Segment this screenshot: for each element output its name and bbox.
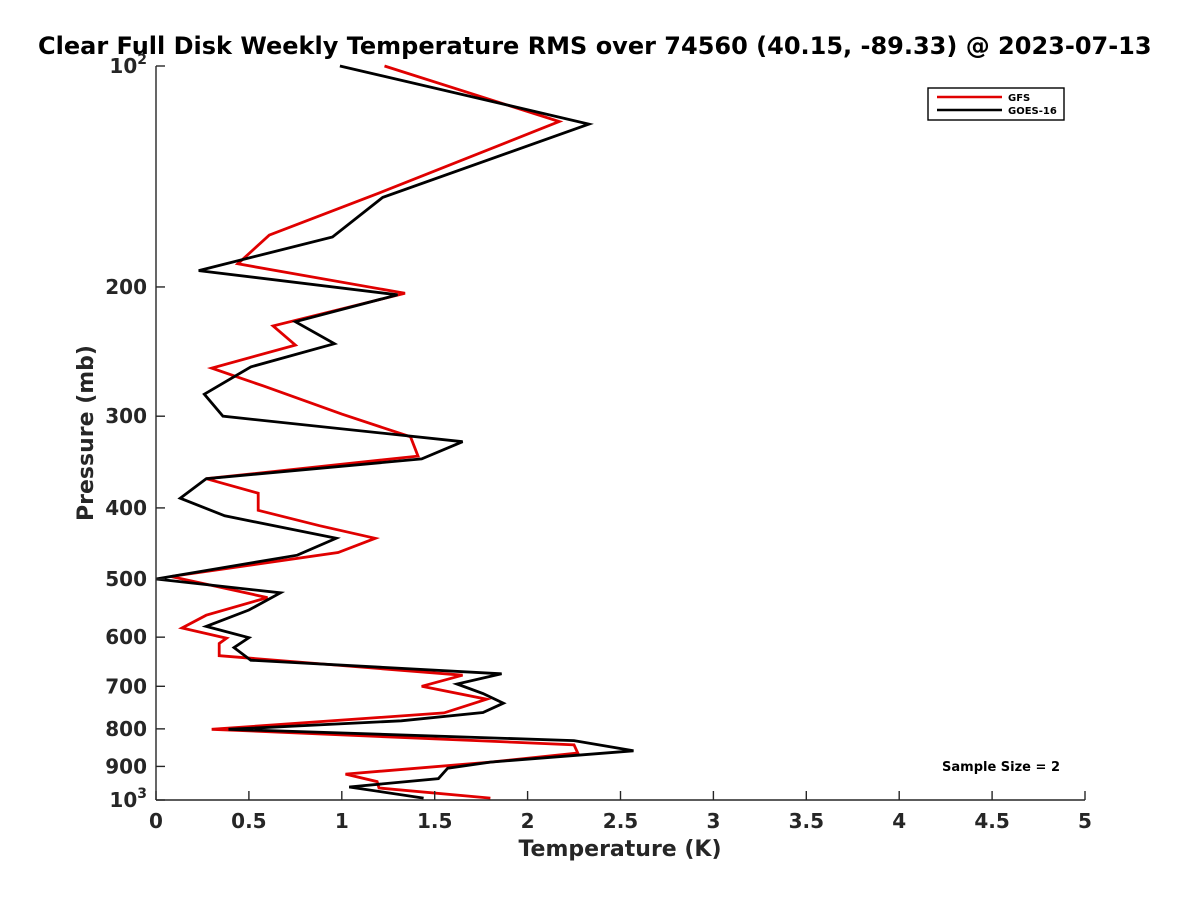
x-tick-label: 5 (1078, 809, 1092, 833)
x-tick-label: 0 (149, 809, 163, 833)
x-tick-label: 3 (706, 809, 720, 833)
x-axis-label: Temperature (K) (518, 837, 721, 862)
x-tick-label: 3.5 (789, 809, 824, 833)
y-ticks: 102 200 300 400 500 600 700 800 900 103 (105, 52, 165, 812)
legend: GFS GOES-16 (927, 87, 1065, 121)
y-tick-label: 900 (105, 754, 147, 778)
x-tick-label: 0.5 (231, 809, 266, 833)
legend-label-gfs: GFS (1008, 93, 1030, 104)
y-tick-label: 102 (109, 52, 147, 78)
y-tick-label: 300 (105, 404, 147, 428)
chart-title: Clear Full Disk Weekly Temperature RMS o… (38, 32, 1152, 60)
x-tick-label: 1 (335, 809, 349, 833)
series-layer (155, 64, 634, 800)
sample-size-annotation: Sample Size = 2 (942, 760, 1060, 775)
y-tick-label: 200 (105, 275, 147, 299)
y-tick-label: 500 (105, 567, 147, 591)
legend-label-goes16: GOES-16 (1008, 106, 1057, 117)
series-line-goes16 (155, 64, 634, 800)
series-line-gfs (170, 64, 580, 800)
y-tick-label: 400 (105, 496, 147, 520)
x-ticks: 0 0.5 1 1.5 2 2.5 3 3.5 4 4.5 5 (149, 791, 1092, 833)
y-tick-label: 700 (105, 674, 147, 698)
y-tick-label: 103 (109, 786, 147, 812)
y-tick-label: 800 (105, 717, 147, 741)
x-tick-label: 1.5 (417, 809, 452, 833)
x-tick-label: 2.5 (603, 809, 638, 833)
x-tick-label: 2 (521, 809, 535, 833)
legend-box (927, 87, 1065, 121)
x-tick-label: 4 (892, 809, 906, 833)
y-tick-label: 600 (105, 625, 147, 649)
x-tick-label: 4.5 (974, 809, 1009, 833)
y-axis-label: Pressure (mb) (74, 345, 99, 521)
